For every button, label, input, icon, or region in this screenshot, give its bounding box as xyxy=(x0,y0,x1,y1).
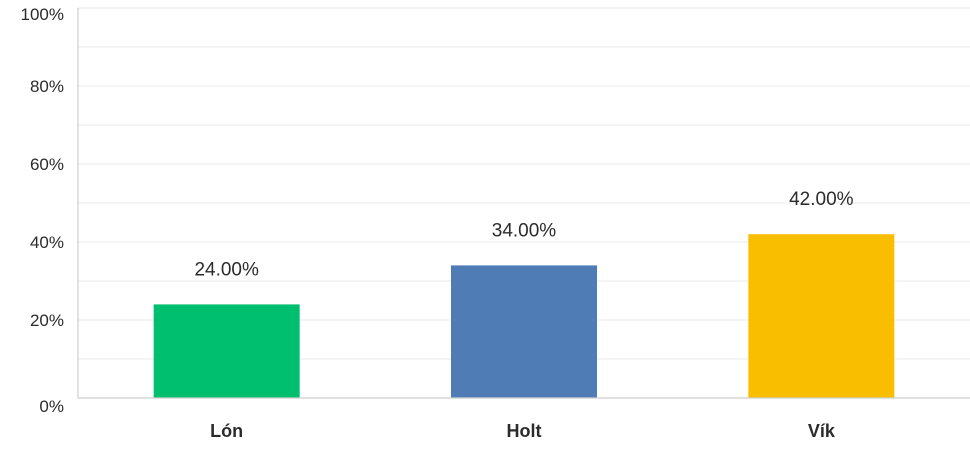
x-tick-label: Vík xyxy=(808,421,836,441)
x-tick-label: Lón xyxy=(210,421,243,441)
labels: 0% 20% 40% 60% 80% 100% 24.00% Lón 34.00% Holt 42.… xyxy=(21,5,854,441)
x-tick-label: Holt xyxy=(507,421,542,441)
data-label: 42.00% xyxy=(789,189,854,210)
y-tick-label: 60% xyxy=(30,155,64,174)
y-tick-label: 0% xyxy=(39,397,64,416)
bar xyxy=(153,304,300,398)
y-tick-label: 40% xyxy=(30,233,64,252)
y-tick-label: 100% xyxy=(21,5,64,24)
y-tick-label: 20% xyxy=(30,311,64,330)
y-tick-label: 80% xyxy=(30,77,64,96)
data-label: 24.00% xyxy=(194,259,259,280)
bar xyxy=(748,234,895,398)
bars xyxy=(153,234,895,398)
bar xyxy=(451,265,597,398)
axes xyxy=(77,8,970,399)
data-label: 34.00% xyxy=(492,220,557,241)
